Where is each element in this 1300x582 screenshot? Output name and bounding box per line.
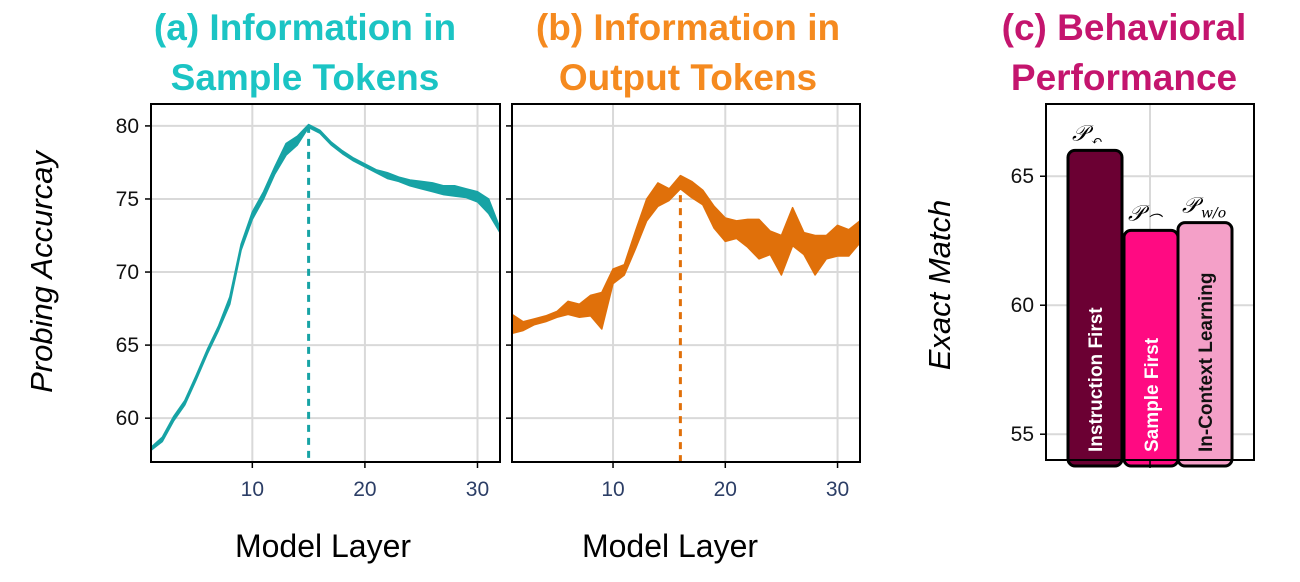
panel-a-x-tick-label: 30 [466,478,489,501]
bar-label: Instruction First [1086,307,1107,452]
x-axis-label-panel-a: Model Layer [235,528,411,564]
panel-a-title-line1: (a) Information in [154,7,456,48]
panel-b-title-line1: (b) Information in [536,7,840,48]
panel-b-frame [511,103,861,463]
panel-a-x-tick-label: 20 [353,478,376,501]
bar-condition-subscript: ⌒ [1147,213,1163,229]
y-axis-label-exact-match: Exact Match [922,200,957,371]
bar-instruction-first [1066,148,1124,468]
panel-a-y-tick-label: 60 [116,407,139,430]
panel-b-title-line2: Output Tokens [559,57,817,98]
x-axis-label-panel-b: Model Layer [582,528,758,564]
panel-a-title-line2: Sample Tokens [171,57,440,98]
panel-a-frame [150,103,501,463]
panel-a-y-tick-label: 70 [116,261,139,284]
panel-a-y-tick-label: 80 [116,115,139,138]
panel-b-x-tick-label: 10 [601,478,624,501]
bar-label: Sample First [1142,337,1163,452]
panel-b-x-tick-label: 30 [826,478,849,501]
panel-b-plot: 10 20 30 [506,103,861,501]
panel-c-title-line2: Performance [1011,57,1237,98]
bar-label: In-Context Learning [1196,273,1217,452]
panel-a-y-tick-label: 75 [116,188,139,211]
y-axis-label-probing: Probing Accurcay [24,149,59,393]
panel-c-y-tick-label: 65 [1011,165,1034,188]
panel-b-x-tick-label: 20 [714,478,737,501]
panel-a-y-tick-label: 65 [116,334,139,357]
panel-c-y-tick-label: 55 [1011,423,1034,446]
panel-c-title-line1: (c) Behavioral [1002,7,1247,48]
bar-in-context-learning [1176,221,1234,468]
panel-a-confidence-band [150,123,501,452]
bar-condition-subscript: ↶ [1091,133,1103,149]
panel-a-x-tick-label: 10 [241,478,264,501]
panel-a-plot: 10 20 30 60 65 70 75 80 [116,103,501,501]
panel-c-frame [1045,103,1255,461]
bar-condition-subscript: w/o [1201,206,1226,222]
panel-c-y-tick-label: 60 [1011,294,1034,317]
